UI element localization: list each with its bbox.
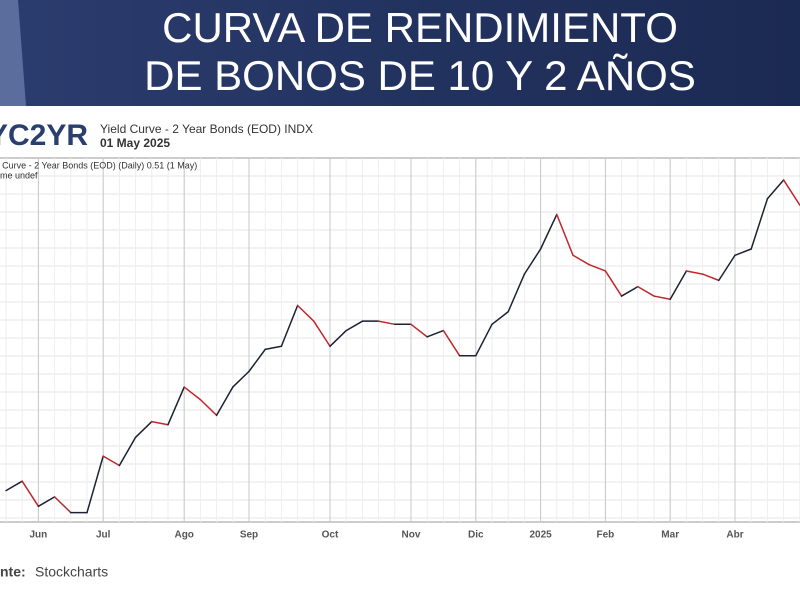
line-segment bbox=[620, 285, 639, 297]
line-segment bbox=[734, 248, 752, 257]
line-segment bbox=[199, 398, 218, 417]
line-segment bbox=[118, 436, 137, 467]
line-segment bbox=[523, 248, 542, 275]
x-tick-label: Sep bbox=[240, 530, 258, 541]
line-segment bbox=[718, 254, 736, 282]
source: Stockcharts bbox=[35, 564, 108, 580]
legend-subtext: me undef bbox=[0, 170, 38, 180]
line-segment bbox=[313, 320, 331, 348]
chart-title: Yield Curve - 2 Year Bonds (EOD) INDX bbox=[100, 122, 313, 136]
line-segment bbox=[539, 213, 558, 250]
line-segment bbox=[167, 386, 185, 426]
x-tick-label: Jul bbox=[96, 530, 111, 541]
line-segment bbox=[329, 329, 347, 348]
line-segment bbox=[53, 496, 72, 514]
symbol: YC2YR bbox=[0, 119, 88, 152]
line-segment bbox=[183, 386, 202, 401]
banner-title: CURVA DE RENDIMIENTO bbox=[162, 4, 678, 51]
banner bbox=[0, 0, 800, 106]
line-segment bbox=[637, 285, 655, 297]
x-tick-label: 2025 bbox=[529, 530, 552, 541]
x-tick-label: Jun bbox=[30, 530, 48, 541]
line-segment bbox=[215, 386, 234, 417]
line-segment bbox=[782, 179, 800, 206]
line-segment bbox=[5, 480, 23, 492]
x-tick-label: Nov bbox=[402, 530, 421, 541]
line-segment bbox=[766, 179, 785, 200]
x-tick-label: Abr bbox=[726, 530, 743, 541]
line-segment bbox=[248, 348, 266, 373]
line-segment bbox=[37, 496, 56, 508]
plot-area bbox=[0, 157, 800, 523]
source-label: nte: bbox=[0, 564, 26, 580]
banner-title: DE BONOS DE 10 Y 2 AÑOS bbox=[144, 52, 696, 99]
x-axis: Jun Jul Ago Sep Oct Nov Dic 2025 Feb Mar Abr bbox=[30, 530, 744, 541]
line-segment bbox=[442, 329, 461, 357]
line-segment bbox=[588, 263, 607, 272]
line-segment bbox=[345, 320, 364, 332]
line-segment bbox=[556, 213, 574, 257]
line-segment bbox=[296, 304, 315, 322]
line-segment bbox=[102, 455, 121, 467]
chart-subtitle: 01 May 2025 bbox=[100, 136, 170, 150]
line-segment bbox=[264, 345, 283, 351]
legend-text: Yield Curve - 2 Year Bonds (EOD) (Daily)… bbox=[0, 160, 197, 170]
line-segment bbox=[604, 270, 623, 297]
line-segment bbox=[475, 323, 493, 357]
line-segment bbox=[410, 323, 428, 338]
line-segment bbox=[653, 295, 671, 300]
line-segment bbox=[134, 420, 153, 439]
line-segment bbox=[701, 273, 720, 282]
line-segment bbox=[232, 370, 250, 388]
line-segment bbox=[377, 320, 396, 326]
banner-accent bbox=[0, 0, 26, 106]
line-series bbox=[5, 179, 800, 514]
x-tick-label: Mar bbox=[661, 530, 679, 541]
line-segment bbox=[280, 304, 299, 348]
x-tick-label: Dic bbox=[468, 530, 484, 541]
x-tick-label: Oct bbox=[322, 530, 339, 541]
line-segment bbox=[151, 420, 169, 426]
line-segment bbox=[507, 273, 526, 313]
line-segment bbox=[750, 198, 769, 250]
line-segment bbox=[669, 270, 688, 300]
line-segment bbox=[491, 311, 509, 326]
line-segment bbox=[86, 455, 104, 514]
line-segment bbox=[21, 480, 40, 508]
line-segment bbox=[572, 254, 590, 266]
x-tick-label: Ago bbox=[174, 530, 193, 541]
line-segment bbox=[685, 270, 704, 275]
line-segment bbox=[426, 329, 445, 338]
x-tick-label: Feb bbox=[597, 530, 615, 541]
